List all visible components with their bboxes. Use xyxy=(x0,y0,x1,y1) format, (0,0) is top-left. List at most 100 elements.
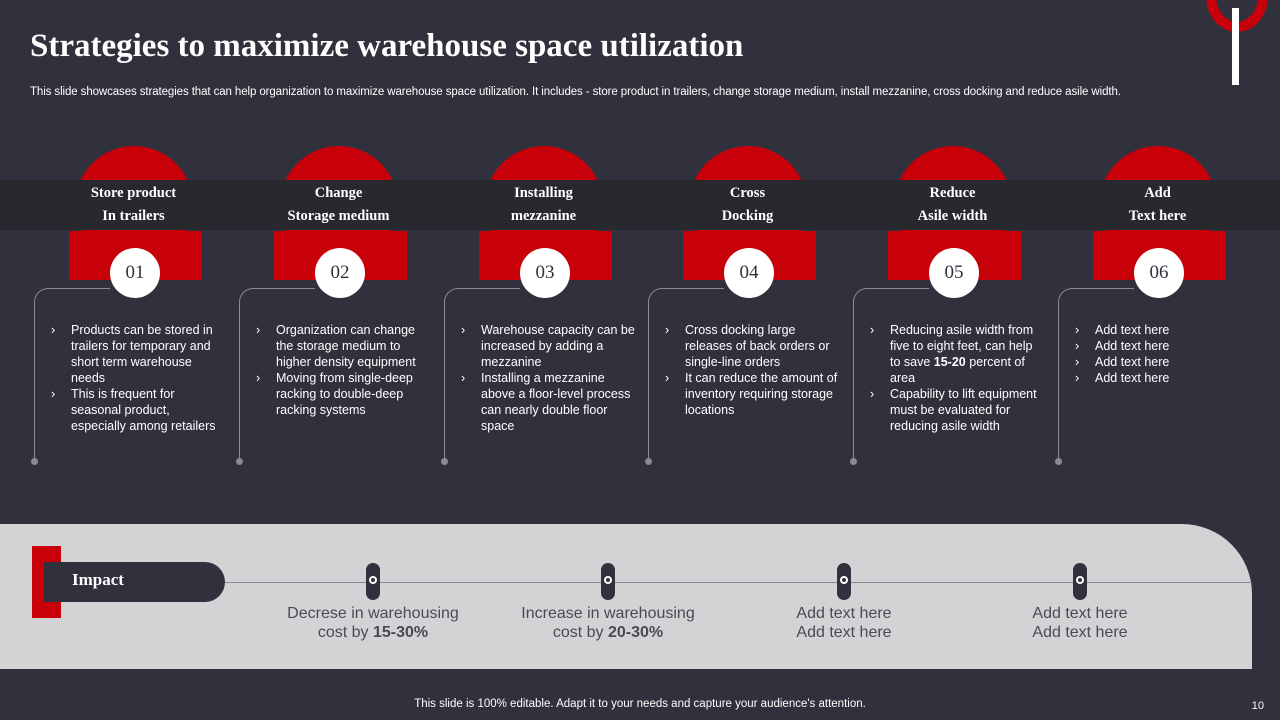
impact-item-text: Increase in warehousing cost by 20-30% xyxy=(508,604,708,642)
strategy-bullet-list: Organization can change the storage medi… xyxy=(256,322,431,418)
impact-item-line2-text: Add text here xyxy=(796,624,892,641)
card-connector-line xyxy=(853,288,929,462)
strategy-heading: Add Text here xyxy=(1091,182,1224,228)
footer-note: This slide is 100% editable. Adapt it to… xyxy=(414,698,866,710)
impact-item-line2: cost by 15-30% xyxy=(273,623,473,642)
strategy-number-badge: 06 xyxy=(1134,248,1184,298)
impact-item-line2-text: Add text here xyxy=(1032,624,1128,641)
strategy-number-badge: 05 xyxy=(929,248,979,298)
card-connector-line xyxy=(239,288,315,462)
card-band-segment xyxy=(272,180,477,230)
impact-marker xyxy=(366,563,380,600)
impact-item-value: 15-30% xyxy=(372,624,429,641)
strategy-heading-line2: Asile width xyxy=(917,208,988,224)
strategy-heading-line2: Storage medium xyxy=(287,208,390,224)
impact-item-line1: Increase in warehousing xyxy=(521,605,695,622)
impact-item-line1: Decrese in warehousing xyxy=(287,605,459,622)
page-number: 10 xyxy=(1251,700,1264,712)
strategy-number-badge: 02 xyxy=(315,248,365,298)
strategy-bullet-list: Reducing asile width from five to eight … xyxy=(870,322,1045,434)
strategy-card: Installing mezzanine 03 Warehouse capaci… xyxy=(441,146,682,476)
impact-item-line1: Add text here xyxy=(796,605,892,622)
impact-marker xyxy=(601,563,615,600)
card-connector-dot xyxy=(441,458,448,465)
strategy-heading-line2: mezzanine xyxy=(510,208,577,224)
card-connector-dot xyxy=(645,458,652,465)
strategy-bullet: It can reduce the amount of inventory re… xyxy=(665,370,840,418)
strategy-bullet-list: Cross docking large releases of back ord… xyxy=(665,322,840,418)
strategy-heading-line2: Docking xyxy=(721,208,774,224)
strategy-bullet-list: Warehouse capacity can be increased by a… xyxy=(461,322,636,434)
card-connector-line xyxy=(34,288,110,462)
corner-bar-decoration xyxy=(1232,8,1239,85)
card-connector-dot xyxy=(850,458,857,465)
impact-item-line2: Add text here xyxy=(980,623,1180,642)
card-band-segment xyxy=(1091,180,1280,230)
impact-item-line2: cost by 20-30% xyxy=(508,623,708,642)
card-connector-line xyxy=(1058,288,1134,462)
impact-item-line2: Add text here xyxy=(744,623,944,642)
strategy-card: Change Storage medium 02 Organization ca… xyxy=(236,146,477,476)
strategy-bullet: Products can be stored in trailers for t… xyxy=(51,322,226,386)
strategy-card: Reduce Asile width 05 Reducing asile wid… xyxy=(850,146,1091,476)
strategy-heading-line1: Add xyxy=(1144,185,1171,201)
strategy-heading-line1: Store product xyxy=(90,185,177,201)
strategy-bullet: Installing a mezzanine above a floor-lev… xyxy=(461,370,636,434)
strategy-heading-line1: Cross xyxy=(729,185,766,201)
strategy-bullet: Add text here xyxy=(1075,322,1250,338)
strategy-bullet: Reducing asile width from five to eight … xyxy=(870,322,1045,386)
card-connector-line xyxy=(648,288,724,462)
strategy-bullet-list: Products can be stored in trailers for t… xyxy=(51,322,226,434)
impact-timeline xyxy=(225,582,1252,583)
bullet-highlight: 15-20 xyxy=(933,355,966,369)
impact-label: Impact xyxy=(72,570,124,589)
strategy-heading-line2: Text here xyxy=(1128,208,1187,224)
strategy-heading: Reduce Asile width xyxy=(886,182,1019,228)
strategy-heading: Change Storage medium xyxy=(272,182,405,228)
impact-marker xyxy=(837,563,851,600)
strategy-number-badge: 03 xyxy=(520,248,570,298)
strategy-heading: Installing mezzanine xyxy=(477,182,610,228)
card-connector-dot xyxy=(1055,458,1062,465)
impact-item-line2-text: cost by xyxy=(317,624,373,641)
strategy-bullet: Organization can change the storage medi… xyxy=(256,322,431,370)
strategy-heading: Cross Docking xyxy=(681,182,814,228)
bullet-text: percent of area xyxy=(890,355,1025,385)
card-band-segment xyxy=(67,180,272,230)
strategy-card: Store product In trailers 01 Products ca… xyxy=(31,146,272,476)
slide-subtitle: This slide showcases strategies that can… xyxy=(30,86,1121,98)
strategy-number-badge: 04 xyxy=(724,248,774,298)
impact-item-text: Add text here Add text here xyxy=(980,604,1180,642)
slide-title: Strategies to maximize warehouse space u… xyxy=(30,28,744,64)
strategy-bullet: Add text here xyxy=(1075,338,1250,354)
strategy-heading-line2: In trailers xyxy=(102,208,165,224)
impact-item-line2-text: cost by xyxy=(552,624,608,641)
strategy-bullet: Add text here xyxy=(1075,354,1250,370)
impact-label-pill xyxy=(44,562,225,602)
card-band-segment xyxy=(681,180,886,230)
bullet-text: Reducing asile width from five to eight … xyxy=(890,323,1034,369)
impact-item-value: 20-30% xyxy=(607,624,664,641)
card-connector-dot xyxy=(31,458,38,465)
card-band-segment xyxy=(477,180,682,230)
strategy-heading: Store product In trailers xyxy=(67,182,200,228)
strategy-bullet: This is frequent for seasonal product, e… xyxy=(51,386,226,434)
strategy-bullet: Warehouse capacity can be increased by a… xyxy=(461,322,636,370)
strategy-heading-line1: Installing xyxy=(514,185,573,201)
strategy-heading-line1: Change xyxy=(314,185,363,201)
card-connector-dot xyxy=(236,458,243,465)
strategy-bullet: Cross docking large releases of back ord… xyxy=(665,322,840,370)
impact-item-line1: Add text here xyxy=(1032,605,1128,622)
strategy-heading-line1: Reduce xyxy=(929,185,976,201)
strategy-card: Cross Docking 04 Cross docking large rel… xyxy=(645,146,886,476)
impact-marker xyxy=(1073,563,1087,600)
strategy-number-badge: 01 xyxy=(110,248,160,298)
card-band-segment xyxy=(886,180,1091,230)
strategy-bullet: Moving from single-deep racking to doubl… xyxy=(256,370,431,418)
impact-item-text: Add text here Add text here xyxy=(744,604,944,642)
strategy-bullet: Capability to lift equipment must be eva… xyxy=(870,386,1045,434)
strategy-bullet: Add text here xyxy=(1075,370,1250,386)
card-connector-line xyxy=(444,288,520,462)
